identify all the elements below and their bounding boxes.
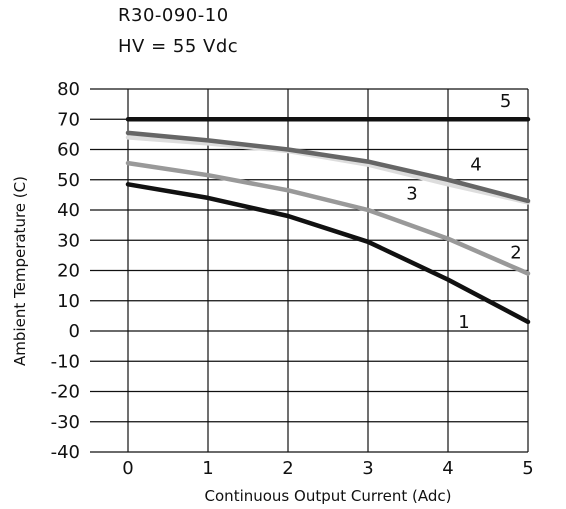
series-label-1: 1	[458, 312, 469, 333]
y-tick-label: 70	[57, 109, 80, 130]
grid	[90, 88, 529, 453]
y-tick-label: 50	[57, 170, 80, 191]
y-tick-label: 10	[57, 291, 80, 312]
y-tick-label: 60	[57, 140, 80, 161]
series-layer	[125, 117, 531, 325]
y-tick-label: 0	[69, 321, 80, 342]
series-label-2: 2	[510, 242, 521, 263]
x-tick-label: 1	[202, 458, 213, 479]
tick-labels: 80 70 60 50 40 30 20 10 0 -10 -20 -30 -40 0 1 2 3 4 5	[51, 79, 534, 479]
chart-title-line-2: HV = 55 Vdc	[118, 36, 239, 57]
y-tick-label: 80	[57, 79, 80, 100]
y-tick-label: 40	[57, 200, 80, 221]
y-tick-label: -20	[51, 382, 80, 403]
y-tick-label: -40	[51, 442, 80, 463]
series-label-4: 4	[470, 155, 481, 176]
y-axis-label: Ambient Temperature (C)	[11, 176, 29, 366]
x-tick-label: 4	[442, 458, 453, 479]
y-tick-label: 20	[57, 261, 80, 282]
x-tick-label: 2	[282, 458, 293, 479]
curve-labels: 1 2 3 4 5	[406, 91, 521, 333]
y-tick-label: 30	[57, 230, 80, 251]
x-tick-label: 3	[362, 458, 373, 479]
y-tick-label: -30	[51, 412, 80, 433]
x-axis-label: Continuous Output Current (Adc)	[205, 487, 452, 505]
series-line-2	[125, 160, 531, 276]
series-label-3: 3	[406, 183, 417, 204]
series-line-1	[125, 182, 531, 325]
x-tick-label: 5	[522, 458, 533, 479]
chart-title-line-1: R30-090-10	[118, 5, 229, 26]
series-line-4	[125, 130, 531, 204]
x-tick-label: 0	[122, 458, 133, 479]
series-label-5: 5	[500, 91, 511, 112]
y-tick-label: -10	[51, 351, 80, 372]
